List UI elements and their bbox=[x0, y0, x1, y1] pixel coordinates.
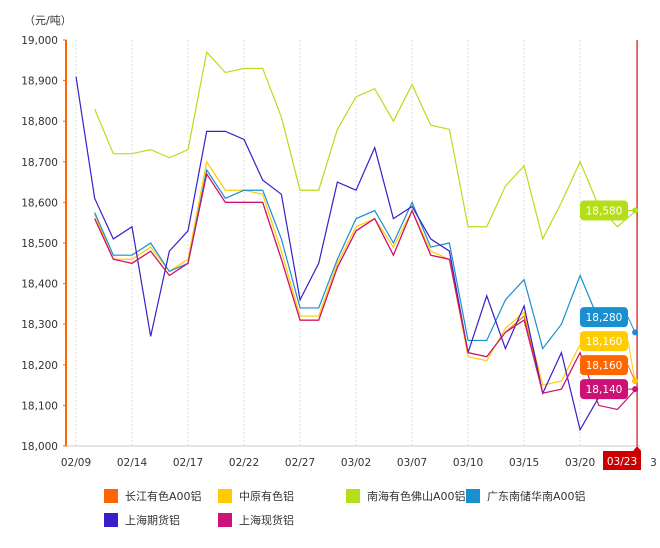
y-tick-label: 19,000 bbox=[21, 35, 58, 47]
series-line bbox=[95, 170, 636, 349]
x-tick-label: 03/10 bbox=[453, 457, 483, 469]
series-line bbox=[75, 76, 600, 432]
y-tick-label: 18,700 bbox=[21, 157, 58, 169]
x-tick-label: 02/22 bbox=[229, 457, 259, 469]
legend-item[interactable]: 中原有色铝 bbox=[218, 488, 294, 504]
y-tick-label: 18,000 bbox=[21, 441, 58, 453]
y-tick-label: 18,900 bbox=[21, 76, 58, 88]
end-value-label: 18,280 bbox=[586, 312, 623, 324]
x-tick-label: 02/17 bbox=[173, 457, 203, 469]
y-tick-label: 18,800 bbox=[21, 116, 58, 128]
legend-item[interactable]: 长江有色A00铝 bbox=[104, 488, 202, 504]
x-tick-label-partial: 3 bbox=[650, 457, 657, 469]
legend-label: 南海有色佛山A00铝 bbox=[367, 490, 466, 503]
legend-label: 长江有色A00铝 bbox=[125, 490, 202, 503]
end-label-box bbox=[580, 379, 628, 400]
legend-swatch bbox=[218, 513, 232, 527]
legend-item[interactable]: 上海现货铝 bbox=[218, 512, 294, 528]
unit-label: （元/吨） bbox=[24, 14, 72, 27]
x-tick-label: 03/20 bbox=[565, 457, 595, 469]
legend-swatch bbox=[218, 489, 232, 503]
end-label-box bbox=[580, 331, 628, 352]
end-label-box bbox=[580, 355, 628, 376]
x-tick-label: 03/07 bbox=[397, 457, 427, 469]
end-label-box bbox=[580, 307, 628, 328]
legend-item[interactable]: 南海有色佛山A00铝 bbox=[346, 488, 466, 504]
current-date-box bbox=[603, 451, 641, 470]
end-value-label: 18,140 bbox=[586, 384, 623, 396]
end-value-label: 18,580 bbox=[586, 206, 623, 218]
legend-swatch bbox=[104, 489, 118, 503]
y-tick-label: 18,200 bbox=[21, 360, 58, 372]
legend-item[interactable]: 广东南储华南A00铝 bbox=[466, 488, 586, 504]
series-line bbox=[95, 162, 636, 385]
label-connector bbox=[627, 316, 636, 333]
series-line bbox=[94, 172, 637, 411]
x-tick-label: 03/15 bbox=[509, 457, 539, 469]
legend-label: 上海期货铝 bbox=[125, 514, 180, 527]
legend-label: 上海现货铝 bbox=[239, 514, 294, 527]
end-value-label: 18,160 bbox=[586, 336, 623, 348]
legend-swatch bbox=[346, 489, 360, 503]
series-line bbox=[95, 174, 636, 393]
legend-swatch bbox=[466, 489, 480, 503]
end-value-label: 18,160 bbox=[586, 360, 623, 372]
y-tick-label: 18,100 bbox=[21, 400, 58, 412]
x-tick-label: 02/27 bbox=[285, 457, 315, 469]
y-tick-label: 18,600 bbox=[21, 197, 58, 209]
current-date-pointer bbox=[633, 446, 642, 451]
x-tick-label: 02/09 bbox=[61, 457, 91, 469]
y-tick-label: 18,500 bbox=[21, 238, 58, 250]
y-tick-label: 18,400 bbox=[21, 279, 58, 291]
x-tick-label: 03/02 bbox=[341, 457, 371, 469]
current-date-label: 03/23 bbox=[607, 456, 637, 468]
x-tick-label: 02/14 bbox=[117, 457, 148, 469]
y-tick-label: 18,300 bbox=[21, 319, 58, 331]
end-label-box bbox=[580, 200, 628, 221]
legend-swatch bbox=[104, 513, 118, 527]
legend-item[interactable]: 上海期货铝 bbox=[104, 512, 180, 528]
legend-label: 中原有色铝 bbox=[239, 490, 294, 503]
label-connector bbox=[627, 341, 636, 382]
series-line bbox=[94, 50, 637, 241]
legend-label: 广东南储华南A00铝 bbox=[487, 490, 586, 503]
